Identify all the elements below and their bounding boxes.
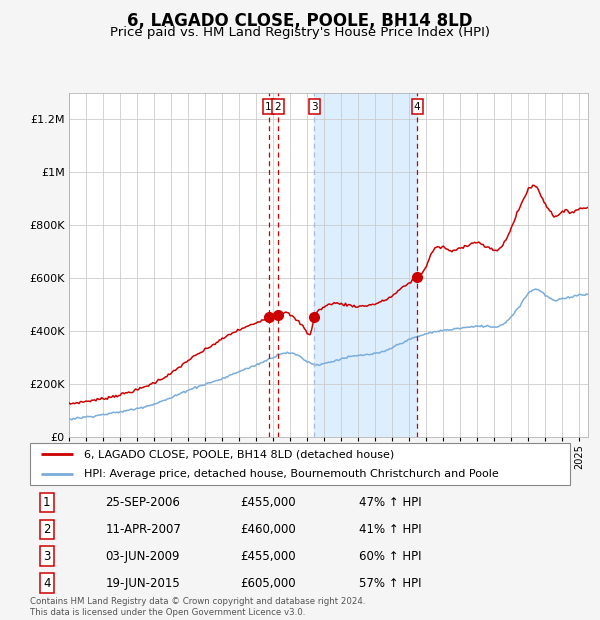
Text: 11-APR-2007: 11-APR-2007 xyxy=(106,523,181,536)
Text: 6, LAGADO CLOSE, POOLE, BH14 8LD (detached house): 6, LAGADO CLOSE, POOLE, BH14 8LD (detach… xyxy=(84,450,394,459)
Text: 4: 4 xyxy=(414,102,421,112)
Text: 3: 3 xyxy=(311,102,317,112)
Text: 2: 2 xyxy=(275,102,281,112)
Text: 6, LAGADO CLOSE, POOLE, BH14 8LD: 6, LAGADO CLOSE, POOLE, BH14 8LD xyxy=(127,12,473,30)
Text: 47% ↑ HPI: 47% ↑ HPI xyxy=(359,496,422,509)
Text: 4: 4 xyxy=(43,577,50,590)
Text: 19-JUN-2015: 19-JUN-2015 xyxy=(106,577,181,590)
Text: £460,000: £460,000 xyxy=(241,523,296,536)
Text: 57% ↑ HPI: 57% ↑ HPI xyxy=(359,577,422,590)
Text: £455,000: £455,000 xyxy=(241,496,296,509)
Text: Contains HM Land Registry data © Crown copyright and database right 2024.
This d: Contains HM Land Registry data © Crown c… xyxy=(30,598,365,617)
Text: 41% ↑ HPI: 41% ↑ HPI xyxy=(359,523,422,536)
Text: 03-JUN-2009: 03-JUN-2009 xyxy=(106,550,180,563)
Text: HPI: Average price, detached house, Bournemouth Christchurch and Poole: HPI: Average price, detached house, Bour… xyxy=(84,469,499,479)
Text: £605,000: £605,000 xyxy=(241,577,296,590)
FancyBboxPatch shape xyxy=(30,443,570,485)
Text: 2: 2 xyxy=(43,523,50,536)
Text: 3: 3 xyxy=(43,550,50,563)
Text: 1: 1 xyxy=(43,496,50,509)
Text: 1: 1 xyxy=(265,102,272,112)
Text: £455,000: £455,000 xyxy=(241,550,296,563)
Text: Price paid vs. HM Land Registry's House Price Index (HPI): Price paid vs. HM Land Registry's House … xyxy=(110,26,490,39)
Text: 60% ↑ HPI: 60% ↑ HPI xyxy=(359,550,422,563)
Bar xyxy=(314,93,417,437)
Text: 25-SEP-2006: 25-SEP-2006 xyxy=(106,496,181,509)
